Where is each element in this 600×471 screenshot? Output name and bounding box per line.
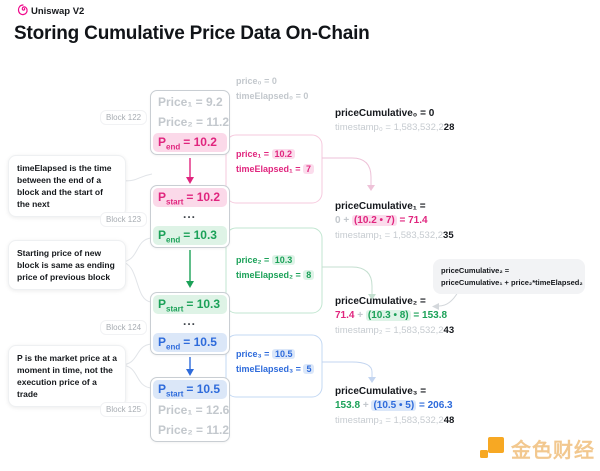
callout1-connector — [121, 173, 153, 182]
block-125-price1: Price₁ = 12.6 — [158, 403, 230, 417]
cumulative-1-equation: 0 + (10.2 • 7) = 71.4 — [335, 215, 428, 226]
block-label-122: Block 122 — [100, 110, 148, 125]
cumulative-3-heading: priceCumulative₃ = — [335, 386, 427, 397]
transition-outline-pink — [225, 134, 323, 204]
block-125: Pstart = 10.5 Price₁ = 12.6 Price₂ = 11.2 — [150, 377, 230, 442]
block-124-dots: ... — [183, 314, 197, 328]
connector-notebox — [438, 291, 459, 307]
watermark: 金色财经 — [479, 434, 595, 463]
connector-pink — [322, 157, 372, 185]
block-arrow-pink-head — [186, 177, 194, 184]
brand-label: Uniswap V2 — [31, 6, 85, 17]
cumulative-0-heading: priceCumulative₀ = 0 — [335, 108, 435, 119]
cumulative-0: priceCumulative₀ = 0 timestamp₀ = 1,583,… — [335, 108, 454, 133]
uniswap-logo-icon — [17, 4, 28, 16]
connector-pink-arrowhead — [367, 185, 375, 191]
block-arrow-green-head — [186, 281, 194, 288]
transition-0-labels: price₀ = 0 timeElapsed₀ = 0 — [236, 76, 309, 101]
cumulative-3-equation: 153.8 + (10.5 • 5) = 206.3 — [335, 400, 453, 411]
connector-blue-arrowhead — [368, 377, 376, 383]
block-123-p-end: Pend = 10.3 — [153, 226, 227, 245]
cumulative-1-heading: priceCumulative₁ = — [335, 201, 426, 212]
callout-market-price: P is the market price at a moment in tim… — [8, 345, 126, 408]
block-122: Price₁ = 9.2 Price₂ = 11.2 Pend = 10.2 — [150, 90, 230, 155]
block-122-price2: Price₂ = 11.2 — [158, 115, 230, 129]
cumulative-3: priceCumulative₃ = 153.8 + (10.5 • 5) = … — [335, 386, 454, 426]
block-124-p-end: Pend = 10.5 — [153, 333, 227, 352]
block-label-125: Block 125 — [100, 402, 148, 417]
cumulative-2-equation: 71.4 + (10.3 • 8) = 153.8 — [335, 310, 448, 321]
block-123-dots: ... — [183, 207, 197, 221]
cumulative-1: priceCumulative₁ = 0 + (10.2 • 7) = 71.4… — [335, 201, 454, 241]
block-125-price2: Price₂ = 11.2 — [158, 423, 230, 437]
page-title: Storing Cumulative Price Data On-Chain — [14, 23, 370, 44]
callout-starting-price: Starting price of new block is same as e… — [8, 240, 126, 291]
cumulative-2-timestamp: timestamp₂ = 1,583,532,243 — [335, 325, 455, 336]
callout-time-elapsed: timeElapsed is the time between the end … — [8, 155, 126, 218]
jinse-finance-logo-icon — [480, 436, 504, 458]
block-123: Pstart = 10.2 ... Pend = 10.3 — [150, 185, 230, 248]
cumulative-1-timestamp: timestamp₁ = 1,583,532,235 — [335, 230, 454, 241]
block-125-p-start: Pstart = 10.5 — [153, 380, 227, 399]
block-124-p-start: Pstart = 10.3 — [153, 295, 227, 314]
formula-note-line2: priceCumulative₁ + price₂*timeElapsed₂ — [441, 277, 583, 287]
block-arrow-blue-head — [186, 369, 194, 376]
formula-note-box: priceCumulative₂ = priceCumulative₁ + pr… — [433, 259, 585, 295]
cumulative-2-heading: priceCumulative₂ = — [335, 296, 426, 307]
cumulative-0-timestamp: timestamp₀ = 1,583,532,228 — [335, 122, 455, 133]
block-label-124: Block 124 — [100, 320, 148, 335]
connector-green-arrowhead — [368, 294, 376, 300]
connector-notebox-arrowhead — [432, 303, 439, 310]
block-122-price1: Price₁ = 9.2 — [158, 95, 223, 109]
block-124: Pstart = 10.3 ... Pend = 10.5 — [150, 292, 230, 355]
block-123-p-start: Pstart = 10.2 — [153, 188, 227, 207]
connector-green — [322, 266, 373, 294]
block-122-p-end: Pend = 10.2 — [153, 133, 227, 152]
block-label-123: Block 123 — [100, 212, 148, 227]
transition-2-labels: price₂ = 10.3 timeElapsed₂ = 8 — [236, 255, 315, 285]
cumulative-3-timestamp: timestamp₃ = 1,583,532,248 — [335, 415, 455, 426]
transition-1-labels: price₁ = 10.2 timeElapsed₁ = 7 — [236, 149, 315, 179]
watermark-text: 金色财经 — [511, 440, 595, 462]
transition-outline-blue — [225, 334, 323, 398]
transition-outline-green — [225, 227, 323, 314]
formula-note-line1: priceCumulative₂ = — [441, 266, 510, 275]
connector-blue — [322, 361, 373, 377]
cumulative-2: priceCumulative₂ = 71.4 + (10.3 • 8) = 1… — [335, 296, 454, 336]
transition-3-labels: price₃ = 10.5 timeElapsed₃ = 5 — [236, 349, 315, 379]
